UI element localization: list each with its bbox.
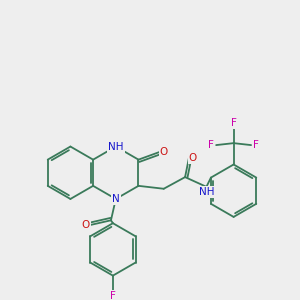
Text: O: O: [189, 153, 197, 163]
Text: O: O: [82, 220, 90, 230]
Text: F: F: [208, 140, 214, 150]
Text: F: F: [253, 140, 259, 150]
Text: F: F: [231, 118, 236, 128]
Text: NH: NH: [108, 142, 124, 152]
Text: F: F: [110, 291, 116, 300]
Text: N: N: [112, 194, 120, 204]
Text: NH: NH: [199, 187, 214, 197]
Text: O: O: [160, 147, 168, 157]
